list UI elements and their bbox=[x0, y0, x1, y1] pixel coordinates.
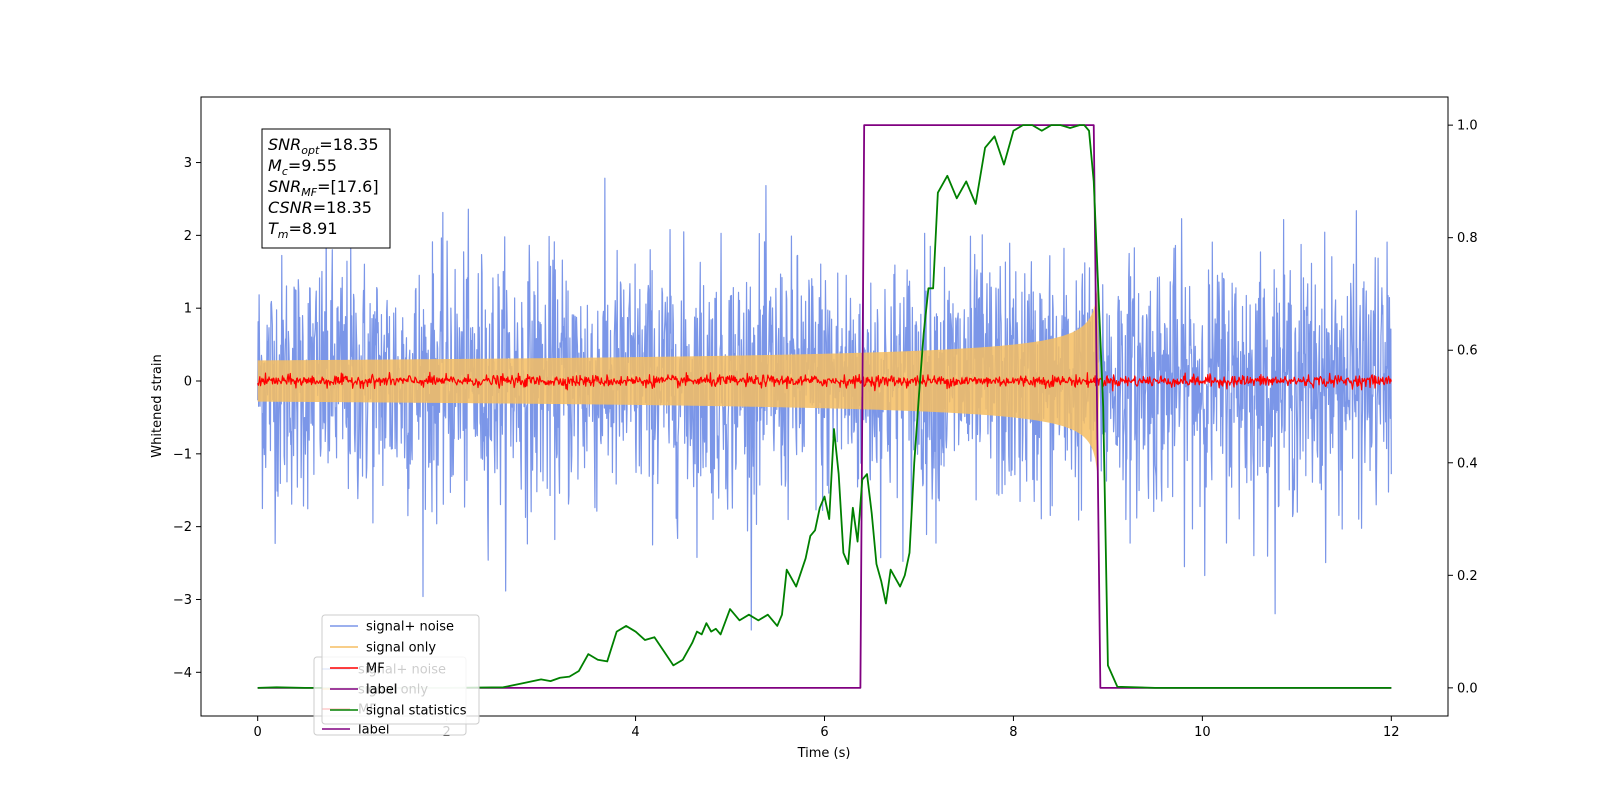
legend-box bbox=[321, 614, 480, 725]
y2-tick-label: 0.0 bbox=[1457, 681, 1478, 696]
x-tick-label: 6 bbox=[820, 725, 828, 740]
y-tick-label: 2 bbox=[184, 229, 192, 244]
y-tick-label: 1 bbox=[184, 302, 192, 317]
y-tick-label: 3 bbox=[184, 156, 192, 171]
y2-tick-label: 0.8 bbox=[1457, 231, 1478, 246]
stats-annotation-box: SNRopt=18.35Mc=9.55SNRMF=[17.6]CSNR=18.3… bbox=[261, 128, 391, 249]
y-axis-ticks: 3 2 1 0 −1 −2 −3 −4 bbox=[173, 156, 201, 681]
y-axis-label: Whitened strain bbox=[150, 354, 165, 457]
y2-tick-label: 0.6 bbox=[1457, 344, 1478, 359]
x-tick-label: 10 bbox=[1194, 725, 1211, 740]
y2-tick-label: 0.4 bbox=[1457, 456, 1478, 471]
annotation-line: Tm=8.91 bbox=[268, 219, 338, 241]
plot-area bbox=[257, 124, 1392, 689]
series-mf bbox=[257, 371, 1392, 392]
ghost-legend-label: label bbox=[358, 723, 389, 738]
series-signal-statistics bbox=[257, 124, 1392, 689]
y-tick-label: 0 bbox=[184, 375, 192, 390]
annotation-line: Mc=9.55 bbox=[268, 156, 337, 178]
x-tick-label: 4 bbox=[631, 725, 639, 740]
annotation-line: CSNR=18.35 bbox=[268, 198, 372, 217]
series-group bbox=[257, 124, 1392, 689]
y2-tick-label: 1.0 bbox=[1457, 119, 1478, 134]
x-axis-ticks: 024681012 bbox=[254, 716, 1400, 740]
x-tick-label: 12 bbox=[1383, 725, 1400, 740]
y-tick-label: −3 bbox=[173, 593, 192, 608]
legend-label: label bbox=[366, 683, 397, 698]
annotation-line: SNRopt=18.35 bbox=[268, 135, 379, 157]
y-tick-label: −1 bbox=[173, 447, 192, 462]
annotation-line: SNRMF=[17.6] bbox=[268, 177, 379, 199]
legend-label: MF bbox=[366, 662, 385, 677]
legend-label: signal only bbox=[366, 641, 436, 656]
legend-label: signal statistics bbox=[366, 704, 467, 719]
x-tick-label: 0 bbox=[254, 725, 262, 740]
legend: signal+ noise signal only MF label signal st… bbox=[321, 614, 480, 725]
y-tick-label: −4 bbox=[173, 666, 192, 681]
annotation-box bbox=[261, 128, 391, 249]
x-axis-label: Time (s) bbox=[797, 746, 851, 761]
legend-label: signal+ noise bbox=[366, 620, 454, 635]
y2-tick-label: 0.2 bbox=[1457, 569, 1478, 584]
y2-axis-ticks: 1.0 0.8 0.6 0.4 0.2 0.0 bbox=[1448, 119, 1478, 696]
y-tick-label: −2 bbox=[173, 520, 192, 535]
x-tick-label: 8 bbox=[1009, 725, 1017, 740]
